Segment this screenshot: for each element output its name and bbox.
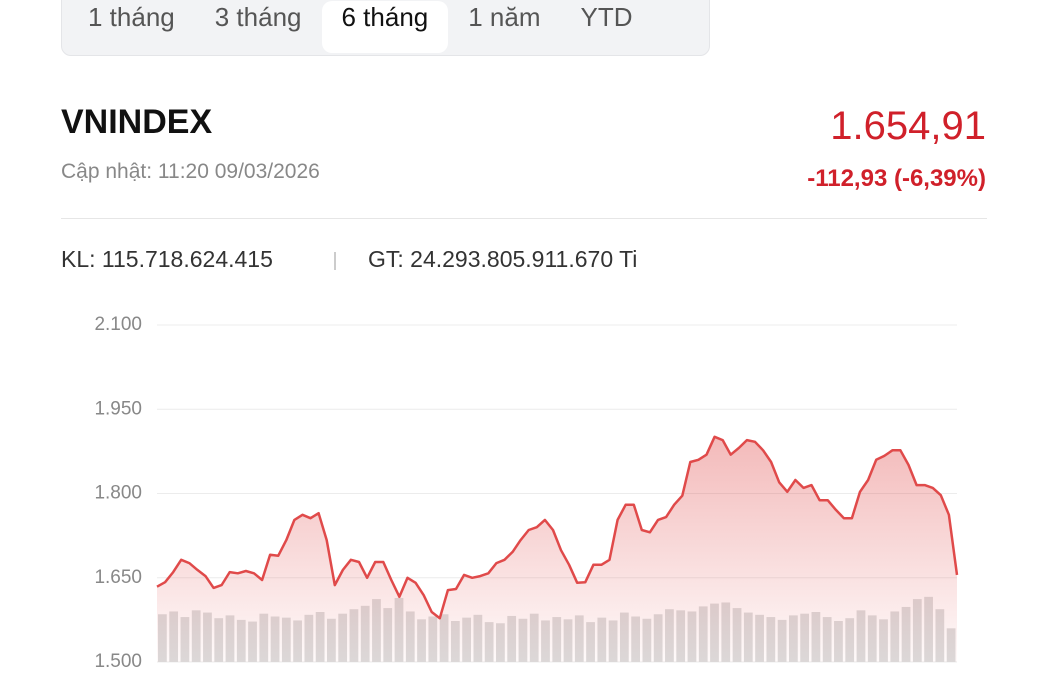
symbol: VNINDEX <box>61 103 213 141</box>
y-tick-label: 2.100 <box>94 314 142 335</box>
period-tab[interactable]: 3 tháng <box>214 2 302 32</box>
price: 1.654,91 <box>830 104 986 148</box>
y-tick-label: 1.950 <box>94 398 142 419</box>
separator <box>334 252 336 270</box>
period-tab[interactable]: YTD <box>580 2 633 32</box>
value-stat: GT: 24.293.805.911.670 Ti <box>368 246 638 272</box>
divider <box>61 218 987 219</box>
period-tab[interactable]: 1 năm <box>468 2 541 32</box>
updated-time: Cập nhật: 11:20 09/03/2026 <box>61 160 320 183</box>
period-tab[interactable]: 1 tháng <box>88 2 175 32</box>
y-tick-label: 1.500 <box>94 651 142 672</box>
price-line <box>156 435 959 620</box>
price-change: -112,93 (-6,39%) <box>807 165 986 192</box>
period-tab[interactable]: 6 tháng <box>321 1 449 53</box>
period-tabs: 1 tháng 3 tháng 6 tháng 1 năm YTD <box>61 0 710 56</box>
y-tick-label: 1.800 <box>94 483 142 504</box>
volume-stat: KL: 115.718.624.415 <box>61 246 273 272</box>
y-tick-label: 1.650 <box>94 567 142 588</box>
area <box>157 436 957 662</box>
